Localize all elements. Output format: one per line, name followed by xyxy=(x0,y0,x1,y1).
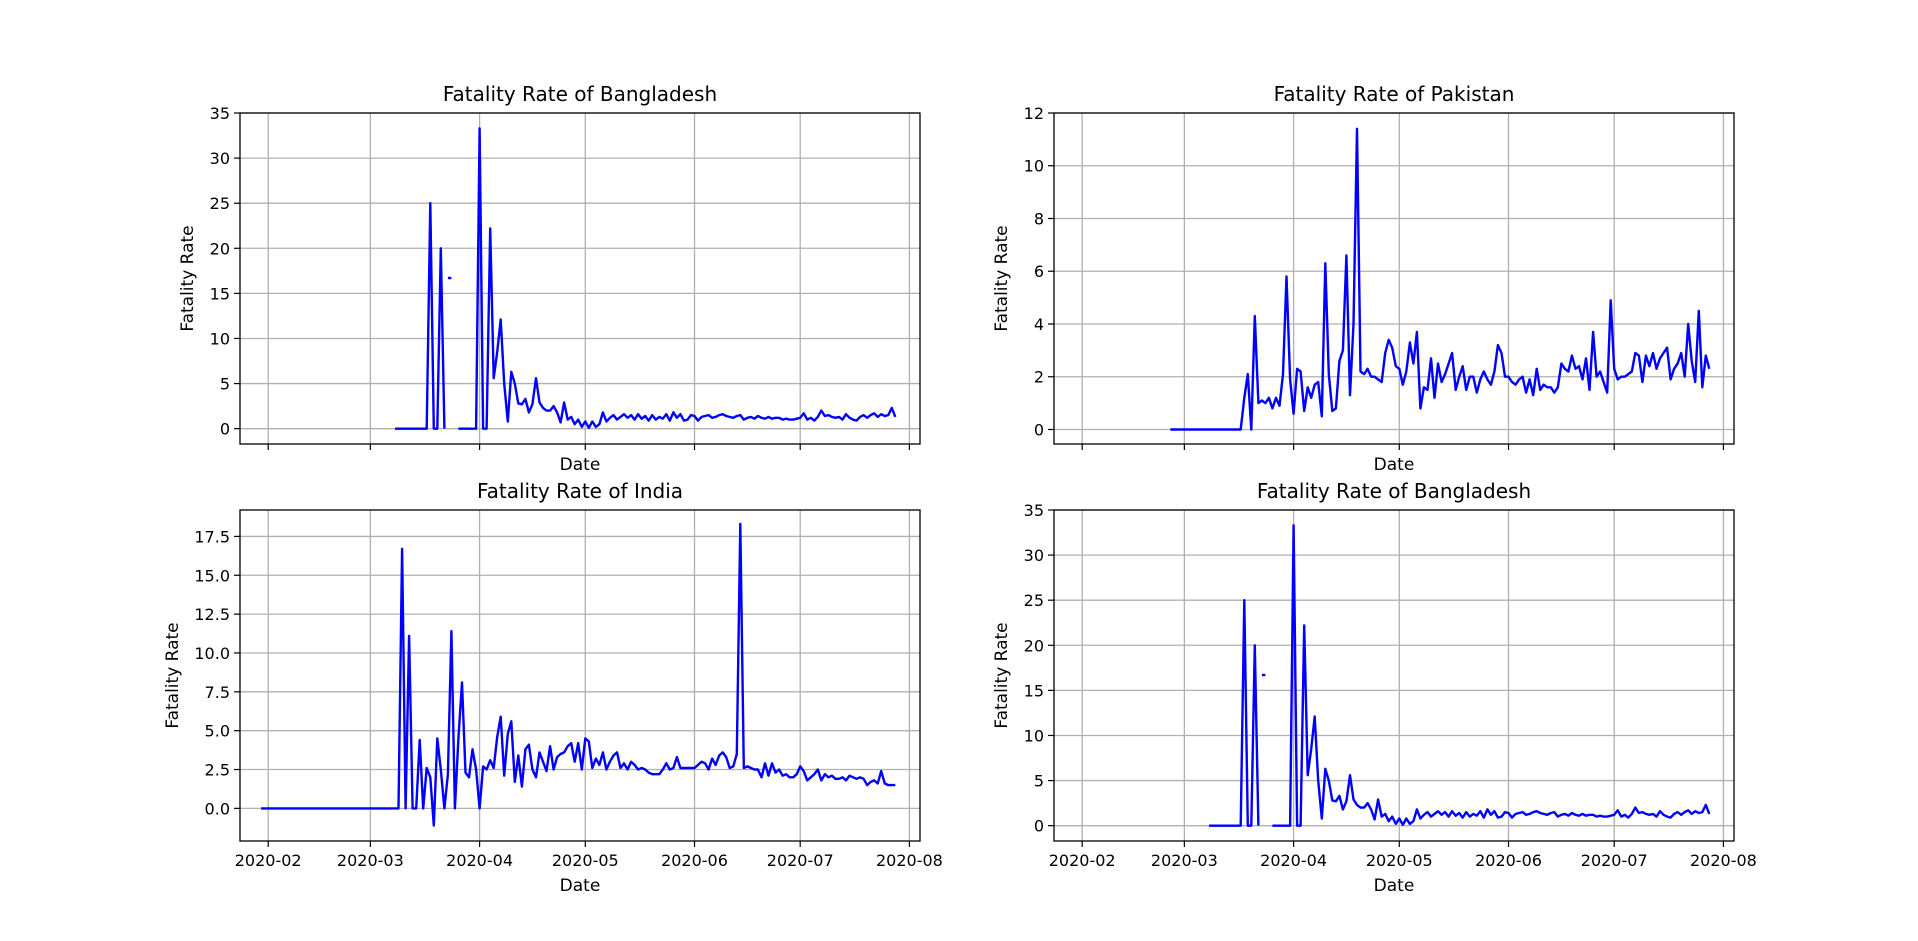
x-tick-label: 2020-03 xyxy=(1151,851,1218,870)
chart-title: Fatality Rate of Pakistan xyxy=(1274,82,1515,106)
y-tick-label: 15 xyxy=(1024,681,1044,700)
x-tick-label: 2020-06 xyxy=(661,851,728,870)
plot-frame xyxy=(1053,509,1735,842)
y-tick-label: 6 xyxy=(1034,262,1044,281)
y-tick-label: 0.0 xyxy=(205,799,230,818)
y-tick-label: 5.0 xyxy=(205,722,230,741)
x-tick-label: 2020-07 xyxy=(1581,851,1648,870)
plot-frame xyxy=(1053,112,1735,445)
y-axis-ticks: 0 5 10 15 20 25 30 35 xyxy=(1024,501,1054,836)
plot-frame xyxy=(239,509,921,842)
y-axis-ticks: 0.0 2.5 5.0 7.5 10.0 12.5 15.0 17.5 xyxy=(194,527,240,818)
y-tick-label: 25 xyxy=(1024,591,1044,610)
series-group xyxy=(1209,524,1711,827)
y-tick-label: 35 xyxy=(1024,501,1044,520)
x-axis-label: Date xyxy=(1374,455,1415,475)
y-axis-label: Fatality Rate xyxy=(163,622,183,728)
x-axis-ticks: 2020-02 2020-03 2020-04 2020-05 2020-06 2020-… xyxy=(235,841,943,870)
y-axis-label: Fatality Rate xyxy=(992,622,1012,728)
x-axis-label: Date xyxy=(560,876,601,896)
series-line xyxy=(1272,524,1711,827)
y-tick-label: 7.5 xyxy=(205,683,230,702)
y-tick-label: 10 xyxy=(1024,726,1044,745)
y-tick-label: 12 xyxy=(1024,104,1044,123)
y-tick-label: 0 xyxy=(220,420,230,439)
y-axis-ticks: 0 5 10 15 20 25 30 35 xyxy=(210,104,240,439)
x-tick-label: 2020-05 xyxy=(552,851,619,870)
x-tick-label: 2020-04 xyxy=(446,851,513,870)
x-tick-label: 2020-08 xyxy=(876,851,943,870)
series-line xyxy=(458,127,897,430)
y-axis-ticks: 0 2 4 6 8 10 12 xyxy=(1024,104,1054,439)
subplot-top-left: 0 5 10 15 20 25 30 35 Fatality Rate of Banglades… xyxy=(178,82,921,475)
y-tick-label: 4 xyxy=(1034,315,1044,334)
x-tick-label: 2020-02 xyxy=(235,851,302,870)
y-tick-label: 30 xyxy=(210,149,230,168)
y-tick-label: 2 xyxy=(1034,368,1044,387)
y-tick-label: 0 xyxy=(1034,420,1044,439)
x-axis-ticks xyxy=(1081,444,1725,450)
y-tick-label: 5 xyxy=(220,375,230,394)
x-tick-label: 2020-05 xyxy=(1366,851,1433,870)
y-tick-label: 0 xyxy=(1034,817,1044,836)
x-tick-label: 2020-03 xyxy=(337,851,404,870)
x-axis-ticks: 2020-02 2020-03 2020-04 2020-05 2020-06 2020-… xyxy=(1049,841,1757,870)
y-tick-label: 10 xyxy=(1024,157,1044,176)
y-tick-label: 17.5 xyxy=(194,527,230,546)
y-tick-label: 2.5 xyxy=(205,761,230,780)
x-axis-label: Date xyxy=(1374,876,1415,896)
grid-lines xyxy=(240,112,920,444)
y-tick-label: 30 xyxy=(1024,546,1044,565)
y-tick-label: 35 xyxy=(210,104,230,123)
grid-lines xyxy=(240,510,920,841)
y-tick-label: 15 xyxy=(210,284,230,303)
x-tick-label: 2020-08 xyxy=(1690,851,1757,870)
series-group xyxy=(1170,127,1711,431)
y-tick-label: 20 xyxy=(210,239,230,258)
y-tick-label: 25 xyxy=(210,194,230,213)
x-tick-label: 2020-02 xyxy=(1049,851,1116,870)
x-tick-label: 2020-07 xyxy=(767,851,834,870)
series-line xyxy=(1170,127,1711,431)
y-tick-label: 12.5 xyxy=(194,605,230,624)
y-tick-label: 10.0 xyxy=(194,644,230,663)
series-line xyxy=(395,201,446,430)
plot-frame xyxy=(239,112,921,445)
y-tick-label: 10 xyxy=(210,329,230,348)
x-axis-ticks xyxy=(267,444,911,450)
chart-title: Fatality Rate of India xyxy=(477,479,683,503)
y-axis-label: Fatality Rate xyxy=(178,225,198,331)
y-tick-label: 5 xyxy=(1034,772,1044,791)
y-tick-label: 20 xyxy=(1024,636,1044,655)
y-tick-label: 8 xyxy=(1034,209,1044,228)
series-group xyxy=(395,127,897,430)
x-axis-label: Date xyxy=(560,455,601,475)
subplot-top-right: 0 2 4 6 8 10 12 Fatality Rate of Pakistan Date Fa… xyxy=(992,82,1735,475)
series-line xyxy=(261,522,896,827)
series-line xyxy=(1209,599,1260,827)
chart-title: Fatality Rate of Bangladesh xyxy=(443,82,717,106)
series-group xyxy=(261,522,896,827)
x-tick-label: 2020-04 xyxy=(1260,851,1327,870)
y-axis-label: Fatality Rate xyxy=(992,225,1012,331)
y-tick-label: 15.0 xyxy=(194,566,230,585)
x-tick-label: 2020-06 xyxy=(1475,851,1542,870)
chart-title: Fatality Rate of Bangladesh xyxy=(1257,479,1531,503)
